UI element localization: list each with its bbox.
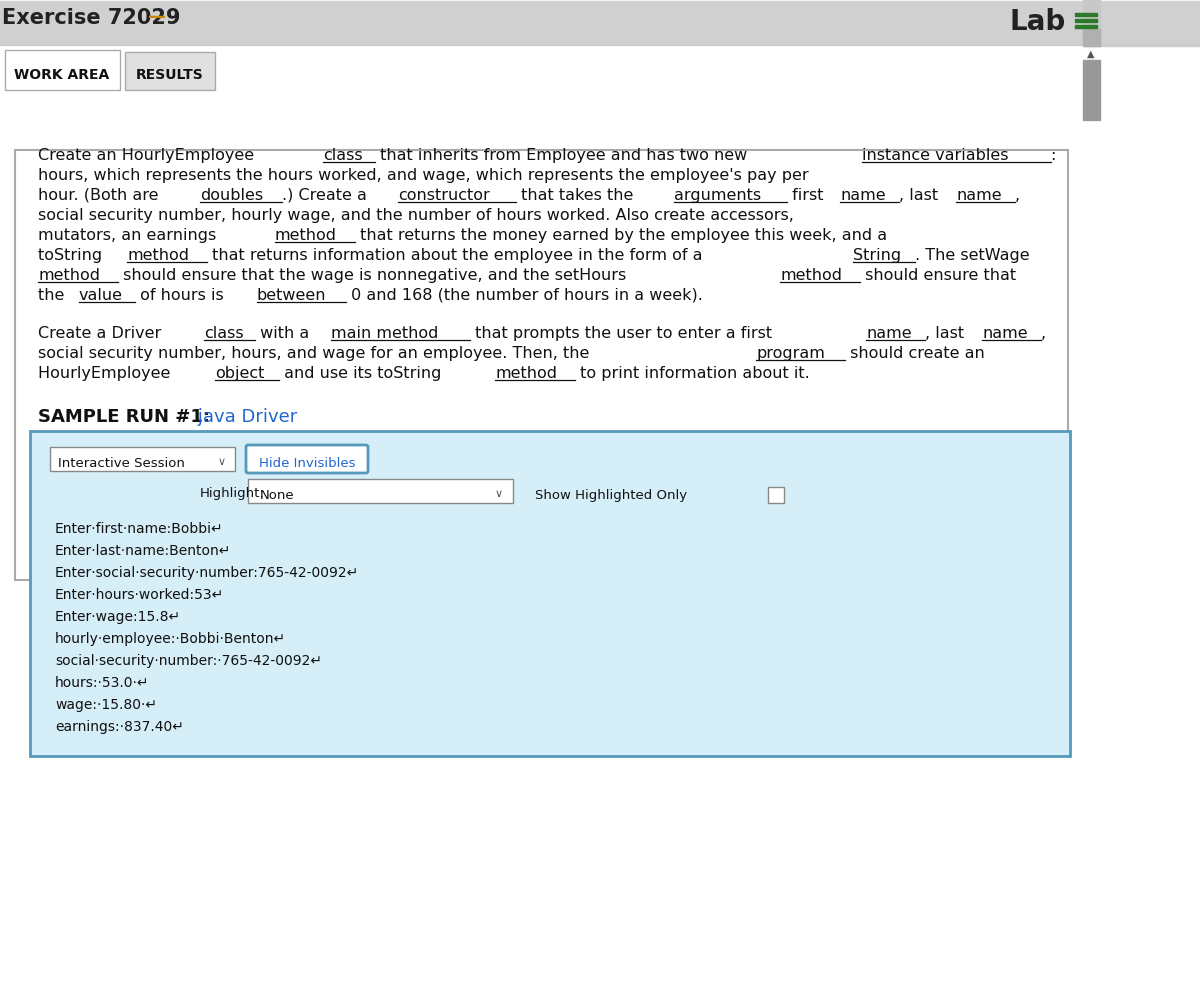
Text: class: class [324,148,364,163]
Text: should ensure that the wage is nonnegative, and the setHours: should ensure that the wage is nonnegati… [118,268,631,283]
Text: Lab: Lab [1010,8,1067,36]
Text: Exercise 72029: Exercise 72029 [2,8,180,28]
Text: :: : [1050,148,1056,163]
Text: HourlyEmployee: HourlyEmployee [38,366,175,381]
Text: that takes the: that takes the [516,188,638,203]
Text: , last: , last [899,188,943,203]
Bar [1075,19,1097,22]
Bar [1084,0,1100,46]
Text: , last: , last [925,326,970,341]
Bar [50,447,235,471]
Text: java Driver: java Driver [192,408,298,426]
Bar [1075,25,1097,28]
Text: name: name [983,326,1028,341]
Bar [1084,60,1100,120]
Text: name: name [866,326,912,341]
Text: to print information about it.: to print information about it. [575,366,810,381]
Text: should create an: should create an [845,346,985,361]
Text: that returns information about the employee in the form of a: that returns information about the emplo… [208,248,708,263]
Text: Enter·hours·worked:53↵: Enter·hours·worked:53↵ [55,588,224,602]
Text: that inherits from Employee and has two new: that inherits from Employee and has two … [374,148,752,163]
Text: —: — [148,8,166,26]
Text: earnings:·837.40↵: earnings:·837.40↵ [55,720,184,734]
Text: Interactive Session: Interactive Session [58,457,185,470]
Text: class: class [204,326,244,341]
Bar [0,1,1200,46]
Text: hours, which represents the hours worked, and wage, which represents the employe: hours, which represents the hours worked… [38,168,809,183]
Text: program: program [756,346,824,361]
Text: hour. (Both are: hour. (Both are [38,188,163,203]
Bar [14,150,1068,580]
Text: Enter·first·name:Bobbi↵: Enter·first·name:Bobbi↵ [55,522,223,536]
Text: Create a Driver: Create a Driver [38,326,167,341]
Text: ,: , [1015,188,1020,203]
FancyBboxPatch shape [246,445,368,473]
Text: 0 and 168 (the number of hours in a week).: 0 and 168 (the number of hours in a week… [347,288,703,303]
Text: name: name [956,188,1002,203]
Text: SAMPLE RUN #1:: SAMPLE RUN #1: [38,408,210,426]
Text: between: between [257,288,326,303]
Text: Enter·wage:15.8↵: Enter·wage:15.8↵ [55,610,181,624]
Text: of hours is: of hours is [136,288,229,303]
Text: method: method [780,268,842,283]
Text: instance variables: instance variables [862,148,1008,163]
Text: method: method [127,248,190,263]
Bar [30,431,1070,756]
Text: Show Highlighted Only: Show Highlighted Only [535,489,688,502]
Text: wage:·15.80·↵: wage:·15.80·↵ [55,698,157,712]
Text: constructor: constructor [397,188,490,203]
Text: Create an HourlyEmployee: Create an HourlyEmployee [38,148,259,163]
Text: toString: toString [38,248,107,263]
Text: ,: , [1042,326,1046,341]
Text: hourly·employee:·Bobbi·Benton↵: hourly·employee:·Bobbi·Benton↵ [55,632,286,646]
Text: . The setWage: . The setWage [916,248,1030,263]
Text: name: name [840,188,886,203]
Text: social security number, hourly wage, and the number of hours worked. Also create: social security number, hourly wage, and… [38,208,794,223]
Bar [0,0,1200,45]
Text: None: None [260,489,295,502]
Text: social security number, hours, and wage for an employee. Then, the: social security number, hours, and wage … [38,346,594,361]
Text: value: value [79,288,122,303]
Text: ∨: ∨ [218,457,226,467]
Bar [0,44,1200,45]
Text: with a: with a [254,326,314,341]
Text: mutators, an earnings: mutators, an earnings [38,228,221,243]
Text: method: method [275,228,337,243]
Text: arguments: arguments [674,188,761,203]
Text: method: method [38,268,100,283]
Text: ▲: ▲ [1087,49,1094,59]
Text: Highlight:: Highlight: [200,487,265,500]
Text: object: object [216,366,265,381]
Text: the: the [38,288,70,303]
Text: RESULTS: RESULTS [136,68,204,82]
Text: Hide Invisibles: Hide Invisibles [259,457,355,470]
Text: WORK AREA: WORK AREA [14,68,109,82]
Text: Enter·last·name:Benton↵: Enter·last·name:Benton↵ [55,544,232,558]
Text: that returns the money earned by the employee this week, and a: that returns the money earned by the emp… [355,228,887,243]
Bar [768,487,784,503]
Text: social·security·number:·765-42-0092↵: social·security·number:·765-42-0092↵ [55,654,322,668]
Text: Enter·social·security·number:765-42-0092↵: Enter·social·security·number:765-42-0092… [55,566,359,580]
Text: that prompts the user to enter a first: that prompts the user to enter a first [470,326,778,341]
Bar [1084,29,1100,46]
Text: ∨: ∨ [496,489,503,499]
Text: String: String [853,248,901,263]
Bar [1075,13,1097,16]
Bar [248,479,514,503]
Text: first: first [786,188,828,203]
Text: doubles: doubles [200,188,263,203]
Text: main method: main method [331,326,439,341]
Text: .) Create a: .) Create a [282,188,372,203]
Text: and use its toString: and use its toString [280,366,446,381]
Text: should ensure that: should ensure that [860,268,1016,283]
Text: method: method [496,366,557,381]
FancyBboxPatch shape [125,52,215,90]
Text: hours:·53.0·↵: hours:·53.0·↵ [55,676,150,690]
FancyBboxPatch shape [5,50,120,90]
